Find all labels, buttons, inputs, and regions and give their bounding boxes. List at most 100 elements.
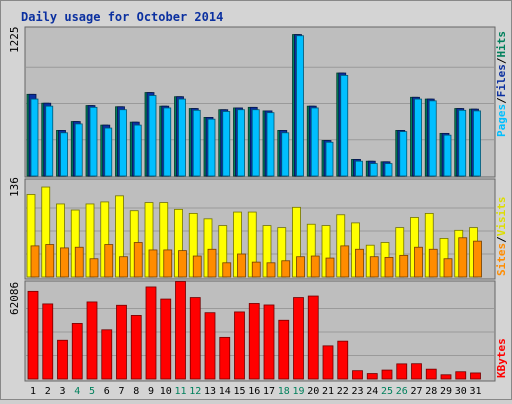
bar-sites bbox=[296, 256, 305, 278]
day-label: 26 bbox=[396, 386, 408, 397]
bar-kbytes bbox=[337, 340, 349, 380]
bar-sites bbox=[192, 255, 202, 278]
legend-visits: Visits bbox=[495, 197, 508, 237]
bar-sites bbox=[340, 245, 350, 278]
bar-sites bbox=[30, 245, 40, 278]
day-label: 12 bbox=[189, 386, 201, 397]
day-label: 30 bbox=[455, 386, 467, 397]
bar-sites bbox=[443, 258, 453, 278]
bar-kbytes bbox=[189, 297, 201, 380]
day-label: 19 bbox=[292, 386, 304, 397]
bar-sites bbox=[60, 247, 69, 278]
bar-sites bbox=[281, 260, 291, 278]
bar-pages bbox=[369, 163, 378, 177]
day-label: 21 bbox=[322, 386, 334, 397]
day-label: 5 bbox=[89, 386, 95, 397]
bar-pages bbox=[266, 112, 275, 177]
bar-pages bbox=[222, 111, 231, 177]
bar-pages bbox=[399, 131, 408, 177]
bar-kbytes bbox=[234, 311, 245, 380]
bar-kbytes bbox=[352, 370, 363, 380]
day-label: 28 bbox=[425, 386, 437, 397]
bar-kbytes bbox=[278, 319, 290, 380]
chart-title: Daily usage for October 2014 bbox=[21, 10, 223, 24]
bar-pages bbox=[237, 109, 245, 177]
day-labels: 1 2 3 4 5 6 7 8 9 10 11 12 13 14 15 16 17 18 19 20 21 22 23 24 2… bbox=[30, 386, 482, 397]
bar-kbytes bbox=[204, 312, 216, 380]
bar-kbytes bbox=[470, 372, 481, 380]
bar-pages bbox=[148, 95, 157, 177]
day-label: 4 bbox=[74, 386, 80, 397]
bar-pages bbox=[355, 160, 363, 177]
bar-sites bbox=[133, 242, 143, 278]
day-label: 8 bbox=[133, 386, 139, 397]
day-label: 14 bbox=[219, 386, 231, 397]
bar-pages bbox=[251, 109, 260, 177]
day-label: 3 bbox=[59, 386, 65, 397]
day-label: 15 bbox=[233, 386, 245, 397]
legend-kbytes: KBytes bbox=[495, 338, 508, 378]
ytick-max-hits: 1225 bbox=[8, 27, 21, 54]
bar-sites bbox=[74, 246, 84, 278]
day-label: 25 bbox=[381, 386, 393, 397]
bar-pages bbox=[30, 98, 39, 177]
bar-kbytes bbox=[425, 368, 437, 380]
bar-kbytes bbox=[219, 336, 231, 380]
bar-pages bbox=[192, 109, 201, 177]
bar-kbytes bbox=[130, 315, 142, 380]
bar-sites bbox=[45, 244, 55, 278]
bar-sites bbox=[310, 255, 320, 278]
day-label: 27 bbox=[410, 386, 422, 397]
bar-kbytes bbox=[27, 290, 39, 380]
bar-pages bbox=[281, 132, 290, 177]
bar-pages bbox=[340, 74, 349, 177]
bar-kbytes bbox=[455, 371, 467, 380]
bar-pages bbox=[74, 123, 83, 177]
legend-visits-panel: Sites/Visits bbox=[495, 197, 508, 277]
bar-sites bbox=[369, 256, 379, 278]
day-label: 9 bbox=[148, 386, 154, 397]
legend-pages: Pages bbox=[495, 104, 508, 137]
bar-kbytes bbox=[175, 281, 186, 380]
bar-pages bbox=[310, 107, 319, 177]
day-label: 10 bbox=[160, 386, 172, 397]
bar-kbytes bbox=[160, 298, 172, 380]
bar-pages bbox=[473, 110, 481, 177]
day-label: 20 bbox=[307, 386, 319, 397]
bar-sites bbox=[104, 244, 114, 278]
day-label: 29 bbox=[440, 386, 452, 397]
bar-sites bbox=[207, 248, 217, 278]
bar-kbytes bbox=[381, 369, 393, 380]
bar-sites bbox=[178, 250, 187, 278]
bar-sites bbox=[251, 261, 261, 278]
bar-sites bbox=[89, 258, 99, 278]
bar-pages bbox=[325, 141, 334, 177]
bar-sites bbox=[473, 240, 482, 278]
bar-pages bbox=[60, 132, 68, 177]
bar-sites bbox=[325, 257, 335, 278]
day-label: 1 bbox=[30, 386, 36, 397]
bar-pages bbox=[119, 109, 127, 177]
bar-pages bbox=[133, 124, 142, 177]
bar-sites bbox=[163, 249, 173, 278]
bar-pages bbox=[296, 35, 304, 177]
bar-sites bbox=[148, 249, 158, 278]
bar-sites bbox=[222, 262, 232, 278]
legend-files: Files bbox=[495, 64, 508, 97]
day-label: 13 bbox=[204, 386, 216, 397]
ytick-max-visits: 136 bbox=[8, 177, 21, 197]
bar-pages bbox=[178, 98, 186, 177]
bar-sites bbox=[458, 237, 468, 278]
day-label: 11 bbox=[174, 386, 186, 397]
bar-kbytes bbox=[248, 303, 260, 380]
bar-kbytes bbox=[263, 304, 275, 380]
bar-pages bbox=[89, 106, 98, 177]
bar-kbytes bbox=[116, 304, 127, 380]
bar-sites bbox=[266, 262, 276, 278]
bar-kbytes bbox=[145, 286, 157, 380]
legend-slash: / bbox=[495, 57, 508, 64]
bar-kbytes bbox=[366, 373, 378, 380]
bar-pages bbox=[163, 107, 172, 177]
bar-pages bbox=[104, 127, 113, 177]
bar-kbytes bbox=[322, 345, 334, 380]
